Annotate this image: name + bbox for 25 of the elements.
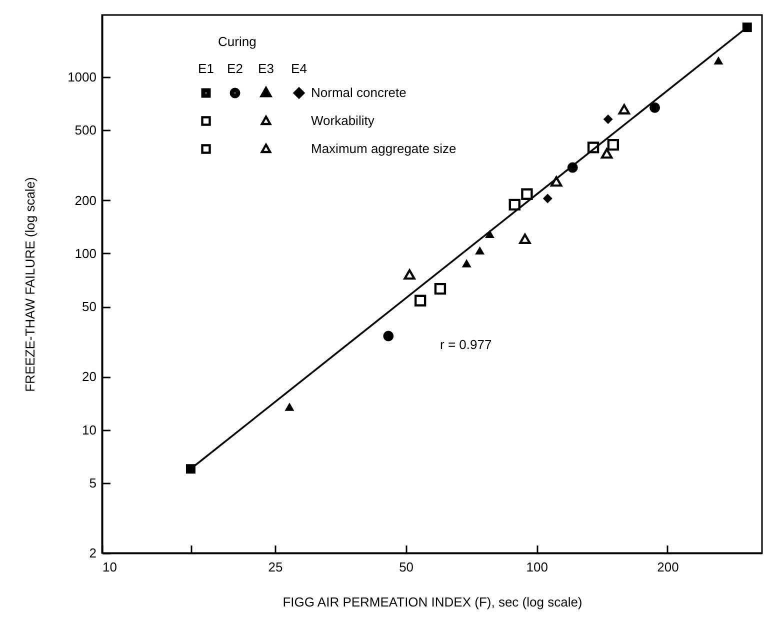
y-tick-label: 10 [82, 422, 96, 438]
x-tick-label: 25 [268, 560, 283, 574]
annotation: r = 0.977 [440, 337, 492, 352]
x-tick-label: 10 [102, 560, 117, 574]
y-tick-label: 200 [74, 192, 96, 208]
x-tick-label: 50 [399, 560, 414, 574]
y-tick-label: 20 [82, 369, 96, 384]
y-tick-label: 5 [89, 475, 96, 490]
x-tick-label: 100 [526, 560, 548, 574]
annotation: Maximum aggregate size [311, 141, 456, 156]
annotation: E1 [198, 61, 214, 76]
annotation: Normal concrete [311, 85, 406, 100]
legend-title: Curing [218, 34, 256, 49]
annotation: E4 [291, 61, 307, 76]
x-axis-title: FIGG AIR PERMEATION INDEX (F), sec (log scale) [282, 594, 582, 610]
annotation: E2 [227, 61, 243, 76]
y-tick-label: 1000 [68, 70, 96, 85]
y-tick-label: 500 [74, 122, 96, 138]
annotation: E3 [258, 61, 274, 76]
y-tick-label: 2 [89, 546, 96, 560]
y-tick-label: 50 [82, 299, 96, 314]
y-tick-label: 100 [74, 246, 96, 261]
y-axis-title: FREEZE-THAW FAILURE (log scale) [22, 177, 38, 392]
x-tick-label: 200 [657, 560, 679, 574]
annotation: Workability [311, 113, 375, 128]
